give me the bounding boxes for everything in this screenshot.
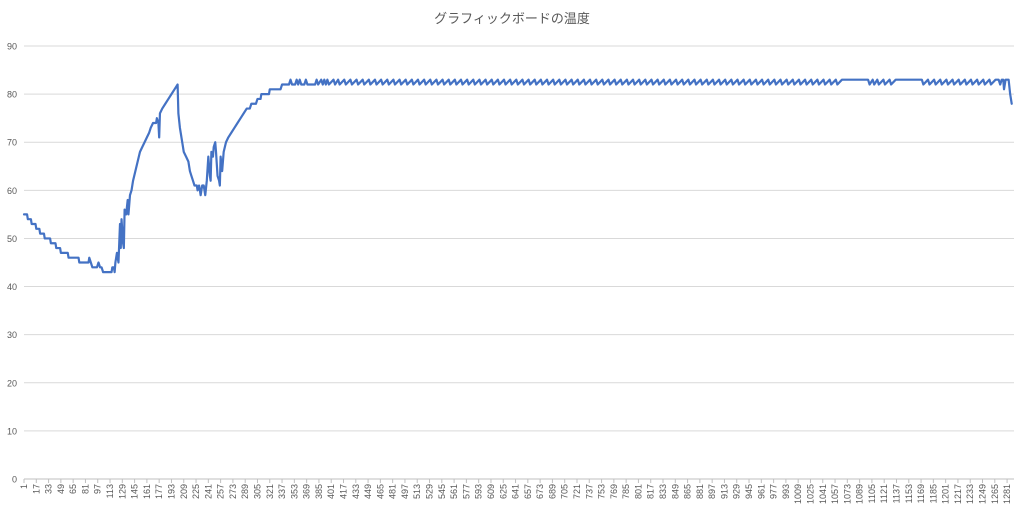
y-tick-label: 40 [7, 282, 17, 292]
x-tick-label: 641 [511, 484, 521, 499]
x-tick-label: 849 [670, 484, 680, 499]
x-tick-label: 1 [19, 484, 29, 489]
x-tick-label: 97 [93, 484, 103, 494]
y-tick-label: 50 [7, 234, 17, 244]
x-tick-label: 1281 [1002, 484, 1012, 504]
x-tick-label: 273 [228, 484, 238, 499]
x-tick-label: 1217 [953, 484, 963, 504]
y-tick-label: 30 [7, 330, 17, 340]
x-tick-label: 433 [351, 484, 361, 499]
x-tick-label: 417 [339, 484, 349, 499]
x-tick-label: 577 [461, 484, 471, 499]
x-tick-label: 81 [80, 484, 90, 494]
x-tick-label: 1105 [867, 484, 877, 503]
y-tick-label: 70 [7, 138, 17, 148]
x-tick-label: 497 [400, 484, 410, 499]
x-tick-label: 1089 [855, 484, 865, 504]
x-tick-label: 1249 [978, 484, 988, 504]
x-tick-label: 65 [68, 484, 78, 494]
x-tick-label: 1057 [830, 484, 840, 504]
x-tick-label: 593 [474, 484, 484, 499]
x-tick-label: 625 [498, 484, 508, 499]
x-tick-label: 897 [707, 484, 717, 499]
x-tick-label: 449 [363, 484, 373, 499]
x-tick-label: 785 [621, 484, 631, 499]
x-tick-label: 289 [240, 484, 250, 499]
series-line [22, 78, 1013, 274]
x-tick-label: 737 [584, 484, 594, 499]
x-tick-label: 353 [289, 484, 299, 499]
x-tick-label: 33 [44, 484, 54, 494]
x-tick-label: 385 [314, 484, 324, 499]
x-tick-label: 977 [769, 484, 779, 499]
x-tick-label: 465 [375, 484, 385, 499]
x-tick-label: 225 [191, 484, 201, 499]
x-tick-label: 305 [252, 484, 262, 499]
x-tick-label: 929 [732, 484, 742, 499]
x-tick-label: 1185 [928, 484, 938, 503]
x-tick-label: 49 [56, 484, 66, 494]
x-tick-label: 369 [302, 484, 312, 499]
y-tick-label: 10 [7, 426, 17, 436]
x-tick-label: 689 [547, 484, 557, 499]
y-tick-label: 20 [7, 378, 17, 388]
x-tick-label: 1137 [891, 484, 901, 503]
x-tick-label: 1201 [941, 484, 951, 504]
x-tick-label: 177 [154, 484, 164, 499]
x-tick-label: 817 [646, 484, 656, 499]
x-tick-label: 913 [719, 484, 729, 499]
y-tick-label: 80 [7, 90, 17, 100]
y-tick-label: 60 [7, 186, 17, 196]
y-tick-label: 0 [12, 475, 17, 485]
x-tick-label: 769 [609, 484, 619, 499]
x-tick-label: 545 [437, 484, 447, 499]
x-tick-label: 321 [265, 484, 275, 499]
x-tick-label: 881 [695, 484, 705, 499]
x-tick-label: 833 [658, 484, 668, 499]
chart-title: グラフィックボードの温度 [434, 12, 590, 27]
x-tick-label: 1025 [805, 484, 815, 504]
x-tick-label: 1041 [818, 484, 828, 504]
x-tick-label: 945 [744, 484, 754, 499]
x-tick-label: 17 [31, 484, 41, 494]
x-tick-label: 673 [535, 484, 545, 499]
x-tick-label: 193 [166, 484, 176, 499]
x-tick-label: 1009 [793, 484, 803, 504]
x-tick-label: 241 [203, 484, 213, 499]
x-tick-label: 513 [412, 484, 422, 499]
x-tick-label: 657 [523, 484, 533, 499]
x-tick-label: 609 [486, 484, 496, 499]
x-tick-label: 1153 [904, 484, 914, 503]
x-tick-label: 993 [781, 484, 791, 499]
x-tick-label: 865 [683, 484, 693, 499]
x-tick-label: 401 [326, 484, 336, 499]
x-tick-label: 145 [130, 484, 140, 499]
x-tick-label: 1073 [842, 484, 852, 504]
x-tick-label: 161 [142, 484, 152, 499]
x-tick-label: 257 [216, 484, 226, 499]
x-tick-label: 113 [105, 484, 115, 498]
x-tick-label: 1169 [916, 484, 926, 503]
x-tick-label: 129 [117, 484, 127, 499]
x-tick-label: 209 [179, 484, 189, 499]
x-tick-label: 337 [277, 484, 287, 499]
x-tick-label: 801 [633, 484, 643, 499]
x-tick-label: 705 [560, 484, 570, 499]
x-tick-label: 1233 [965, 484, 975, 504]
x-tick-label: 1265 [990, 484, 1000, 504]
x-tick-label: 1121 [879, 484, 889, 503]
y-tick-label: 90 [7, 42, 17, 52]
x-tick-label: 721 [572, 484, 582, 499]
x-tick-label: 561 [449, 484, 459, 499]
x-tick-label: 481 [388, 484, 398, 499]
x-tick-label: 961 [756, 484, 766, 499]
x-tick-label: 753 [597, 484, 607, 499]
x-tick-label: 529 [425, 484, 435, 499]
